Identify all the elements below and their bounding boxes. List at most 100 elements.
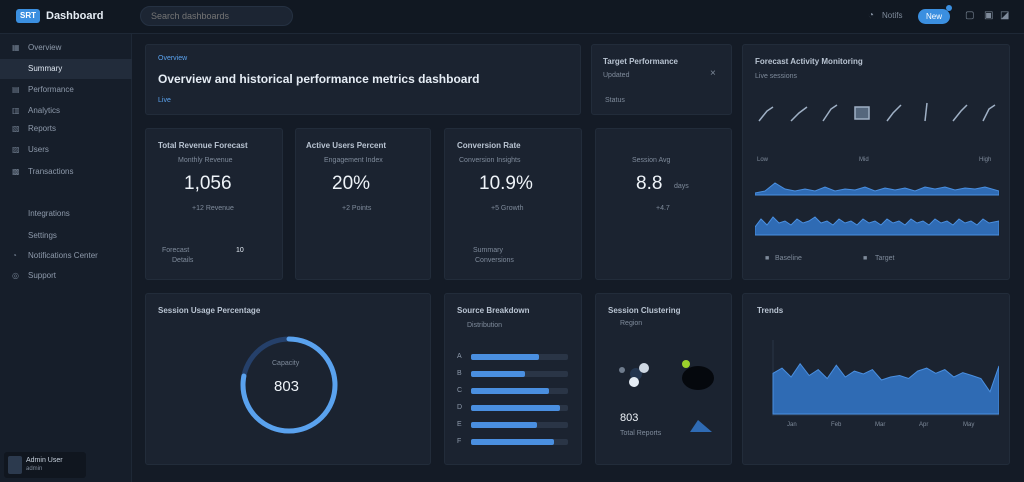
new-button[interactable]: New [918, 9, 950, 24]
settings-icon[interactable]: ▣ [984, 10, 994, 21]
breakdown-card: Source Breakdown Distribution A B C D E F [444, 293, 582, 465]
stat-value: 10.9% [479, 173, 533, 194]
wave-bottom [755, 216, 999, 236]
sidebar-item-summary[interactable]: Summary [0, 59, 132, 79]
cluster-footer: Total Reports [620, 430, 662, 437]
bar-label: E [457, 421, 462, 428]
cluster-title: Session Clustering [608, 306, 681, 315]
profile-icon[interactable]: ◪ [1000, 10, 1010, 21]
card-icon: ▩ [12, 167, 20, 176]
stat-label: Conversion Insights [459, 157, 521, 164]
sidebar-item-performance[interactable]: ▤ Performance [0, 80, 132, 100]
sidebar-item-notifications[interactable]: ◔ Notifications Center [0, 246, 132, 266]
avatar [8, 456, 22, 474]
sidebar: ▦ Overview Summary ▤ Performance ▥ Analytic… [0, 34, 132, 482]
stat-label: Engagement Index [324, 157, 383, 164]
stat-title: Total Revenue Forecast [158, 141, 248, 150]
target-title: Target Performance [603, 57, 678, 66]
target-label: Target [875, 255, 895, 262]
cluster-card: Session Clustering Region 803 Total Repo… [595, 293, 732, 465]
cluster-scatter [619, 360, 714, 390]
sidebar-item-support[interactable]: ◎ Support [0, 266, 132, 286]
app-logo[interactable]: SRT [16, 9, 40, 23]
stat-footer-left: Summary [473, 247, 503, 254]
close-icon[interactable]: × [710, 68, 716, 79]
sidebar-item-users[interactable]: ▨ Users [0, 140, 132, 160]
gauge-ring [240, 336, 338, 434]
search-input[interactable] [140, 6, 293, 26]
notifications-label[interactable]: Notifs [882, 11, 903, 20]
x-tick-label: Jan [787, 422, 797, 428]
stat-card-conversion: Conversion Rate Conversion Insights 10.9… [444, 128, 582, 280]
bell-icon: ◔ [12, 251, 17, 260]
support-icon: ◎ [12, 271, 19, 280]
activity-waveform [755, 182, 999, 236]
cluster-value: 803 [620, 412, 639, 424]
bar-label: A [457, 353, 462, 360]
sidebar-item-settings[interactable]: Settings [28, 231, 57, 240]
stat-value: 20% [332, 173, 371, 194]
cluster-sub: Region [620, 320, 643, 327]
bar-label: D [457, 404, 463, 411]
breakdown-legend: Distribution [467, 322, 503, 329]
sidebar-item-transactions[interactable]: ▩ Transactions [0, 162, 132, 182]
user-name: Admin User [26, 457, 63, 464]
cluster-point [630, 368, 642, 380]
bar-track [471, 439, 568, 445]
bar-track [471, 354, 568, 360]
sidebar-item-reports[interactable]: ▧ Reports [0, 119, 132, 139]
stat-label: Monthly Revenue [178, 157, 233, 164]
activity-card: Forecast Activity Monitoring Live sessio… [742, 44, 1010, 280]
app-title: Dashboard [46, 10, 104, 22]
report-icon: ▧ [12, 124, 20, 133]
live-badge: Live [158, 97, 171, 104]
help-icon[interactable]: ▢ [965, 10, 975, 21]
stat-trend: +12 Revenue [192, 205, 234, 212]
cluster-point [629, 377, 639, 387]
stat-card-session: Session Avg 8.8 days +4.7 [595, 128, 732, 280]
wave-top [755, 182, 999, 196]
bar-fill [471, 422, 537, 428]
user-profile-card[interactable]: Admin User admin [4, 452, 86, 478]
activity-icons-row [758, 102, 996, 122]
stat-footer-left: Forecast [162, 247, 190, 254]
x-tick-label: Apr [919, 422, 929, 428]
bar-track [471, 422, 568, 428]
bell-icon[interactable]: ◔ [868, 10, 875, 21]
bar-track [471, 405, 568, 411]
analytics-icon: ▥ [12, 106, 20, 115]
gauge-card: Session Usage Percentage Capacity 803 [145, 293, 431, 465]
stat-value: 8.8 [636, 173, 663, 194]
bar-track [471, 371, 568, 377]
cluster-point [682, 360, 690, 368]
breakdown-title: Source Breakdown [457, 306, 530, 315]
range-high: High [979, 157, 992, 163]
user-role: admin [26, 466, 43, 472]
users-icon: ▨ [12, 145, 20, 154]
stat-title: Active Users Percent [306, 141, 387, 150]
sidebar-item-analytics[interactable]: ▥ Analytics [0, 101, 132, 121]
cluster-icon [690, 420, 712, 432]
bar-fill [471, 405, 561, 411]
stat-side-value: 10 [236, 247, 244, 254]
gauge-title: Session Usage Percentage [158, 306, 261, 315]
target-sub: Updated [603, 72, 630, 79]
bar-label: B [457, 370, 462, 377]
x-tick-label: Feb [831, 422, 842, 428]
sidebar-item-integrations[interactable]: Integrations [28, 209, 70, 218]
stat-card-users: Active Users Percent Engagement Index 20… [295, 128, 431, 280]
trend-chart [772, 340, 999, 416]
activity-sub: Live sessions [755, 73, 798, 80]
stat-card-revenue: Total Revenue Forecast Monthly Revenue 1… [145, 128, 283, 280]
stat-trend: +2 Points [342, 205, 372, 212]
overview-card: Overview Overview and historical perform… [145, 44, 581, 115]
cluster-blob [682, 366, 714, 390]
gauge-label: Capacity [272, 360, 300, 367]
notification-dot [946, 5, 952, 11]
cluster-point [639, 363, 649, 373]
bar-fill [471, 439, 555, 445]
stat-footer-sub: Conversions [475, 257, 514, 264]
target-icon: ■ [863, 255, 868, 262]
sidebar-item-overview[interactable]: ▦ Overview [0, 38, 132, 58]
trend-card: Trends Jan Feb Mar Apr May [742, 293, 1010, 465]
